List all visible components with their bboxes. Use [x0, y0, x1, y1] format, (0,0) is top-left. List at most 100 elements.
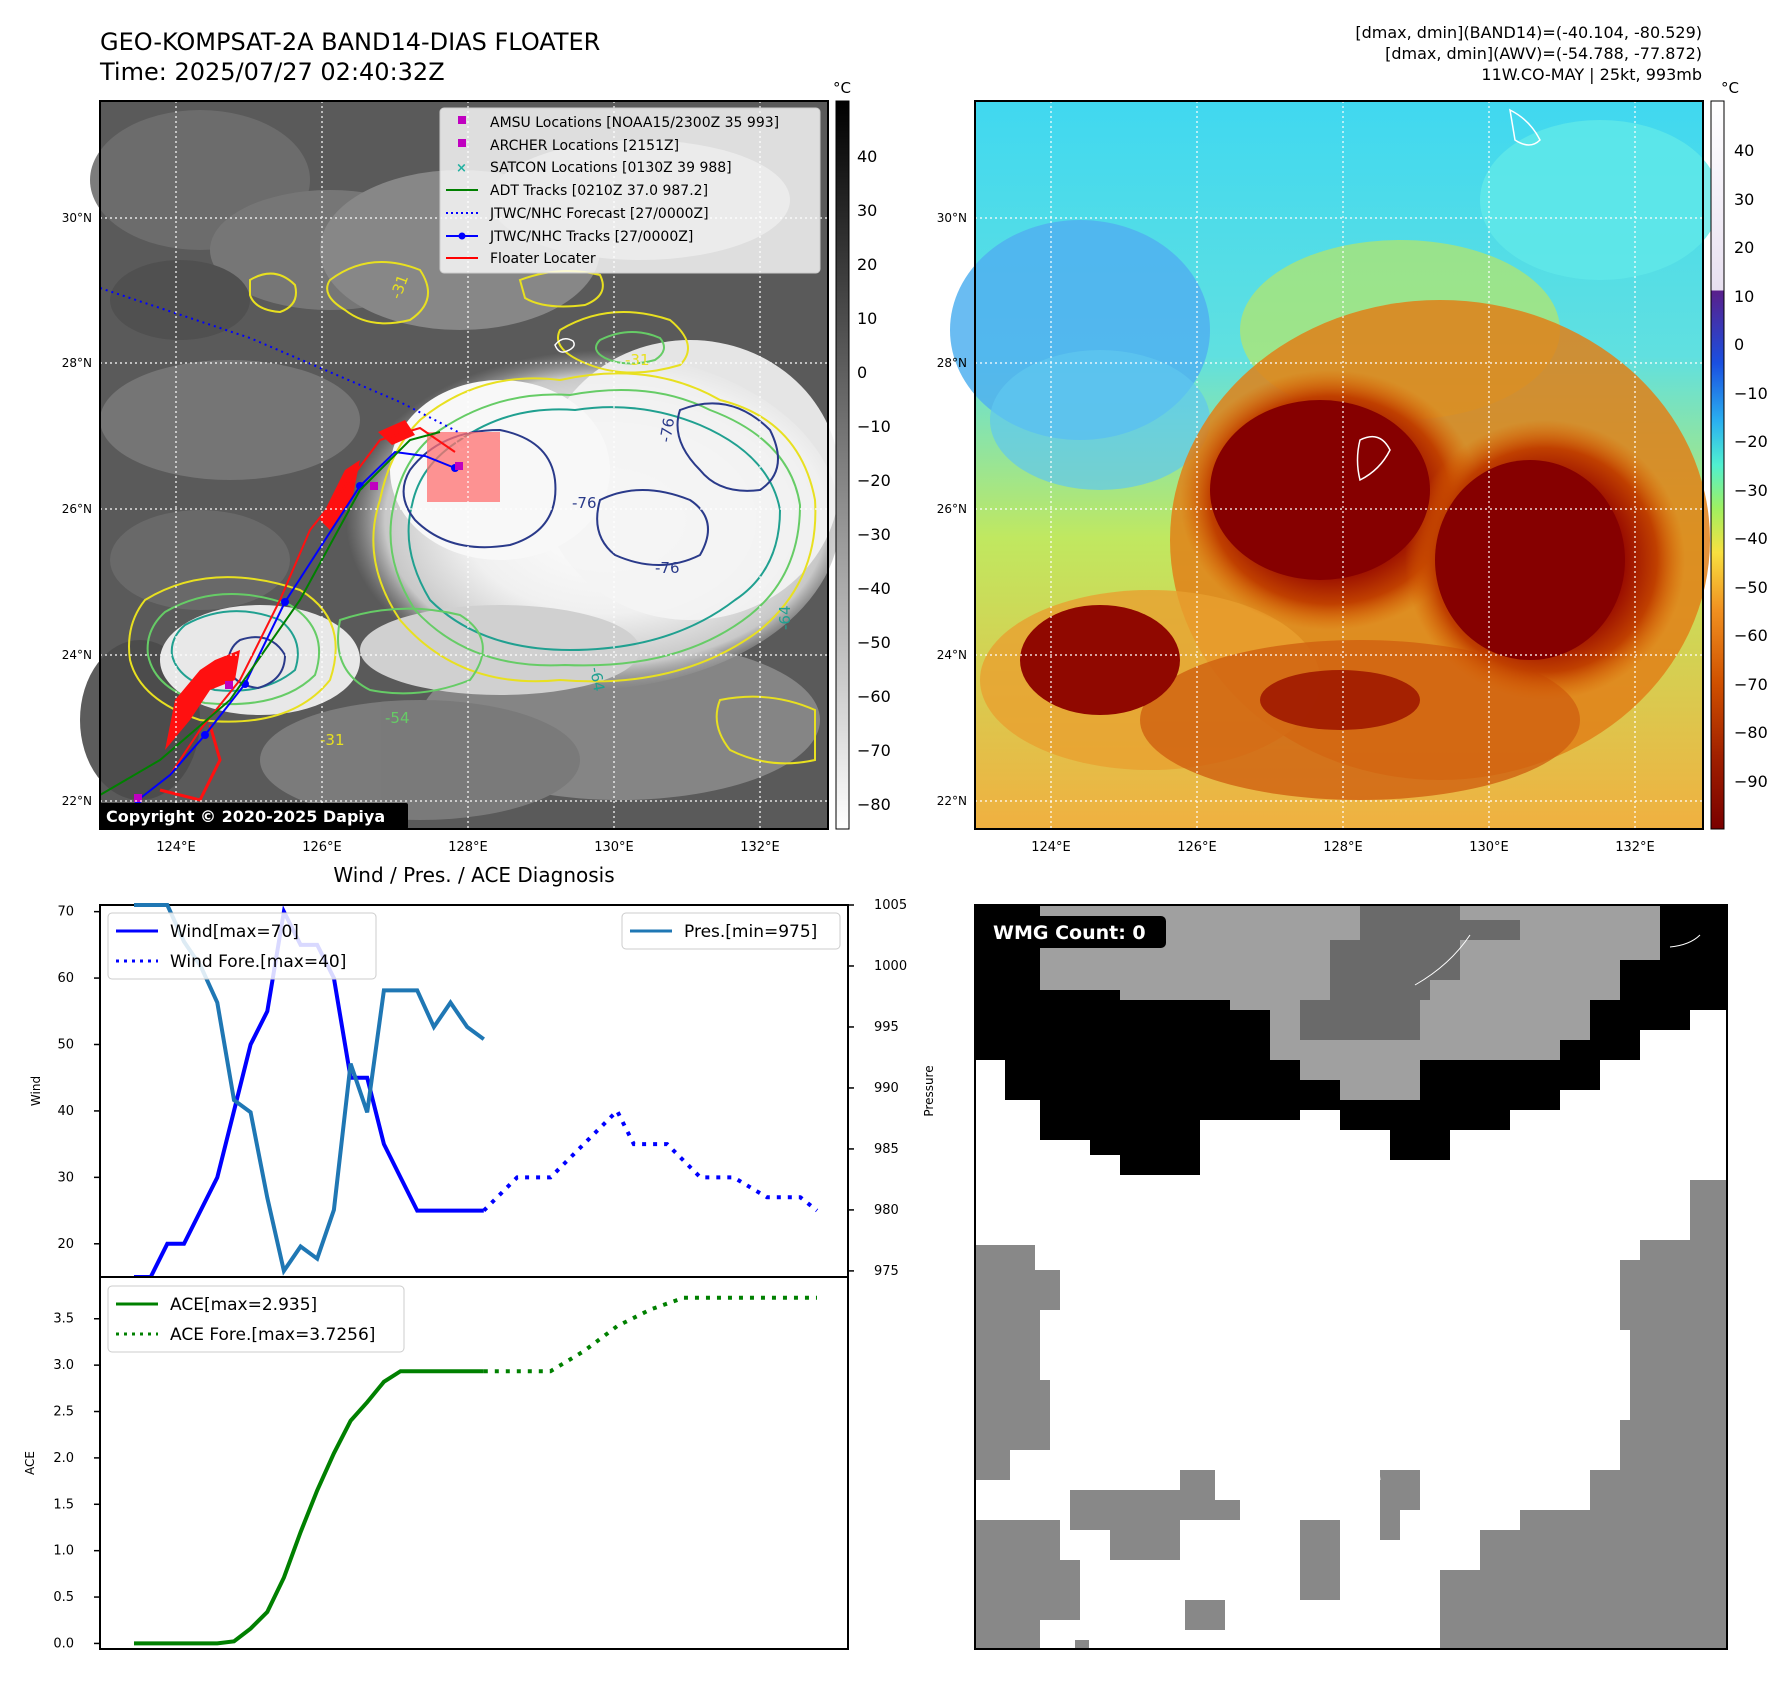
svg-text:×: ×	[456, 161, 467, 176]
jtwc-forecast-track	[99, 287, 461, 434]
ir-lat-tick: 22°N	[62, 794, 92, 808]
ace-tick-label: 3.0	[53, 1358, 74, 1373]
ir-cbar-tick: 30	[857, 201, 877, 220]
info-line-1: [dmax, dmin](BAND14)=(-40.104, -80.529)	[1355, 23, 1702, 42]
copyright-box	[100, 803, 408, 829]
ace-tick-label: 2.5	[53, 1405, 74, 1420]
pressure-tick-label: 980	[874, 1203, 899, 1218]
legend-ace-fore: ACE Fore.[max=3.7256]	[170, 1325, 375, 1345]
diagnosis-title: Wind / Pres. / ACE Diagnosis	[333, 863, 614, 887]
ir-lat-tick: 26°N	[62, 502, 92, 516]
ir-lat-tick: 24°N	[62, 648, 92, 662]
wv-lon-tick: 124°E	[1031, 840, 1071, 855]
contour-label: -76	[656, 416, 678, 443]
ir-cbar-tick: −60	[857, 687, 891, 706]
legend-archer: ARCHER Locations [2151Z]	[490, 138, 679, 154]
ace-tick-label: 1.5	[53, 1497, 74, 1512]
legend-jtwc-forecast: JTWC/NHC Forecast [27/0000Z]	[489, 206, 709, 222]
wind-tick-label: 20	[57, 1237, 74, 1252]
pressure-tick-label: 990	[874, 1081, 899, 1096]
wv-lon-tick: 132°E	[1615, 840, 1655, 855]
ace-series	[134, 1295, 817, 1646]
wind-tick-label: 40	[57, 1104, 74, 1119]
pressure-tick-label: 1000	[874, 959, 907, 974]
wv-lat-tick: 22°N	[937, 794, 967, 808]
ir-cbar-tick: −10	[857, 417, 891, 436]
ir-cbar-tick: 20	[857, 255, 877, 274]
ace-y-ticks: 0.0 0.5 1.0 1.5 2.0 2.5 3.0 3.5	[53, 1312, 100, 1651]
wv-cbar-tick: −20	[1734, 432, 1768, 451]
legend-pressure: Pres.[min=975]	[684, 922, 817, 942]
ace-tick-label: 0.5	[53, 1590, 74, 1605]
pressure-legend: Pres.[min=975]	[621, 912, 841, 950]
ir-cbar-tick: −80	[857, 795, 891, 814]
legend-floater: Floater Locater	[490, 251, 596, 267]
wv-cbar-tick: −40	[1734, 529, 1768, 548]
ace-series-line-1	[483, 1295, 817, 1374]
wmg-panel: WMG Count: 0	[974, 904, 1728, 1650]
contour-label: -54	[385, 709, 410, 727]
ir-colorbar: °C 40 30 20 10 0 −10 −20 −30 −40 −50 −60…	[833, 79, 891, 830]
wv-cbar-tick: −10	[1734, 384, 1768, 403]
ace-chart: ACE 0.0 0.5 1.0 1.5 2.0 2.5 3.0 3.5 ACE[max=2.9…	[23, 1276, 849, 1651]
ace-series-line-0	[134, 1369, 484, 1646]
wind-pressure-chart: Wind / Pres. / ACE Diagnosis Wind Pressu…	[29, 863, 936, 1279]
time-label: Time: 2025/07/27 02:40:32Z	[99, 58, 445, 86]
wv-cbar-tick: −70	[1734, 675, 1768, 694]
ace-legend: ACE[max=2.935] ACE Fore.[max=3.7256]	[107, 1285, 405, 1353]
ir-lon-tick: 128°E	[448, 840, 488, 855]
wv-cbar-tick: −90	[1734, 772, 1768, 791]
ir-cbar-tick: −30	[857, 525, 891, 544]
wv-cbar-tick: 20	[1734, 238, 1754, 257]
ir-lon-tick: 124°E	[156, 840, 196, 855]
info-line-3: 11W.CO-MAY | 25kt, 993mb	[1481, 65, 1702, 84]
wv-cbar-tick: 10	[1734, 287, 1754, 306]
legend-amsu: AMSU Locations [NOAA15/2300Z 35 993]	[490, 115, 779, 131]
legend-ace: ACE[max=2.935]	[170, 1295, 317, 1315]
ir-cbar-tick: 0	[857, 363, 867, 382]
info-line-2: [dmax, dmin](AWV)=(-54.788, -77.872)	[1385, 44, 1702, 63]
ir-lon-tick: 126°E	[302, 840, 342, 855]
ir-lon-tick: 130°E	[594, 840, 634, 855]
pressure-y-ticks: 975 980 985 990 995 1000 1005	[848, 898, 907, 1279]
map-legend: AMSU Locations [NOAA15/2300Z 35 993] ARC…	[439, 107, 821, 274]
ir-colorbar-unit: °C	[833, 79, 851, 97]
legend-satcon: SATCON Locations [0130Z 39 988]	[490, 160, 732, 176]
ir-cbar-tick: −20	[857, 471, 891, 490]
wv-lat-tick: 24°N	[937, 648, 967, 662]
ir-map-panel: -76 -76 -76 -64 -64 -54 -31 -31 -31	[62, 100, 840, 855]
wv-lat-tick: 28°N	[937, 356, 967, 370]
ir-cbar-tick: −40	[857, 579, 891, 598]
ir-lon-tick: 132°E	[740, 840, 780, 855]
ir-lat-tick: 30°N	[62, 211, 92, 225]
wv-cbar-tick: 0	[1734, 335, 1744, 354]
figure-title: GEO-KOMPSAT-2A BAND14-DIAS FLOATER	[100, 28, 600, 56]
wv-lon-tick: 130°E	[1469, 840, 1509, 855]
ir-cbar-tick: −70	[857, 741, 891, 760]
legend-wind-fore: Wind Fore.[max=40]	[170, 952, 346, 972]
contour-label: -76	[655, 559, 680, 577]
pressure-axis-label: Pressure	[922, 1065, 936, 1116]
ace-tick-label: 3.5	[53, 1312, 74, 1327]
wv-lon-tick: 128°E	[1323, 840, 1363, 855]
adt-track	[99, 431, 441, 796]
contour-label: -64	[586, 666, 608, 693]
wind-tick-label: 70	[57, 905, 74, 920]
ir-lat-tick: 28°N	[62, 356, 92, 370]
ir-cbar-tick: 10	[857, 309, 877, 328]
wv-cbar-tick: 30	[1734, 190, 1754, 209]
contour-label: -76	[572, 494, 597, 512]
legend-adt: ADT Tracks [0210Z 37.0 987.2]	[490, 183, 708, 199]
pressure-tick-label: 995	[874, 1020, 899, 1035]
wv-map-panel: 124°E 126°E 128°E 130°E 132°E 30°N 28°N …	[937, 100, 1720, 855]
wmg-count: WMG Count: 0	[993, 922, 1146, 944]
pressure-tick-label: 985	[874, 1142, 899, 1157]
copyright-text: Copyright © 2020-2025 Dapiya	[106, 807, 385, 826]
ace-axis-label: ACE	[23, 1451, 37, 1475]
wmg-count-box	[984, 916, 1166, 948]
wv-lat-tick: 30°N	[937, 211, 967, 225]
wind-axis-label: Wind	[29, 1076, 43, 1106]
pressure-tick-label: 1005	[874, 898, 907, 913]
